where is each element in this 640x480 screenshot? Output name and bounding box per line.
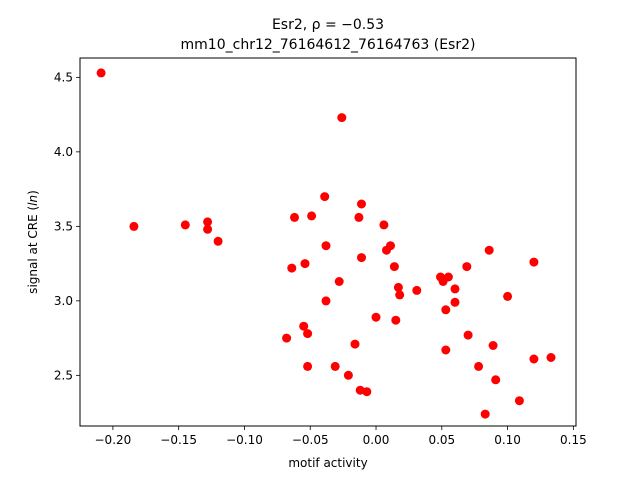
data-point [463,330,473,340]
data-point [321,241,331,251]
x-tick-label: 0.10 [494,433,521,447]
data-point [441,345,451,355]
data-point [203,224,213,234]
data-point [386,241,395,251]
data-point [307,211,317,221]
chart-title-line-2: mm10_chr12_76164612_76164763 (Esr2) [181,37,476,53]
data-point [337,113,347,123]
y-tick-label: 2.5 [54,368,73,382]
data-point [443,272,453,282]
data-point [395,290,405,300]
x-axis-label: motif activity [288,456,367,470]
data-point [350,339,360,349]
x-tick-label: −0.05 [292,433,329,447]
data-point [334,277,344,286]
data-point [391,315,401,325]
data-point [450,284,460,294]
y-axis-ticks: 2.5 3.0 3.5 4.0 4.5 [54,70,80,382]
data-point [441,305,451,315]
data-point [514,396,524,406]
y-axis-label: signal at CRE (ln) [26,190,40,294]
data-point [484,245,494,255]
data-point [450,297,460,307]
data-point [412,285,422,295]
data-point [546,353,556,362]
data-point [303,361,313,371]
data-point [491,375,501,385]
data-point [362,387,372,397]
data-point [321,296,331,306]
x-tick-label: −0.10 [226,433,263,447]
data-point [357,253,366,263]
data-point [357,199,366,209]
x-tick-label: 0.00 [363,433,390,447]
data-point [180,220,190,230]
data-point [290,212,299,222]
data-point [371,312,381,322]
y-tick-label: 3.5 [54,219,73,233]
data-point [529,257,539,267]
data-point [503,291,513,301]
data-point [354,212,364,222]
data-point [474,361,484,371]
data-point [488,341,498,350]
data-point [379,220,389,230]
y-tick-label: 4.5 [54,70,73,84]
data-point [480,409,490,419]
x-axis-ticks: −0.20 −0.15 −0.10 −0.05 0.00 0.05 0.10 0.15 [95,426,587,447]
data-point [389,262,399,272]
data-point [330,361,340,371]
x-tick-label: −0.20 [95,433,132,447]
data-point [287,263,297,273]
data-point [320,192,330,202]
data-point [282,333,292,343]
data-point [129,221,139,231]
data-point [462,262,472,272]
x-tick-label: 0.05 [428,433,455,447]
data-point [299,321,309,331]
data-point [213,236,223,246]
data-point [203,217,213,227]
data-point [529,354,539,364]
data-point [303,329,313,339]
chart-title: Esr2, ρ = −0.53 mm10_chr12_76164612_7616… [181,17,476,53]
data-points [96,68,556,419]
data-point [96,68,106,78]
data-point [393,282,403,292]
plot-frame [79,57,577,427]
chart-title-line-1: Esr2, ρ = −0.53 [272,17,384,33]
data-point [343,370,353,380]
y-tick-label: 3.0 [54,294,73,308]
x-tick-label: −0.15 [160,433,197,447]
y-tick-label: 4.0 [54,145,73,159]
data-point [300,259,310,269]
x-tick-label: 0.15 [560,433,587,447]
